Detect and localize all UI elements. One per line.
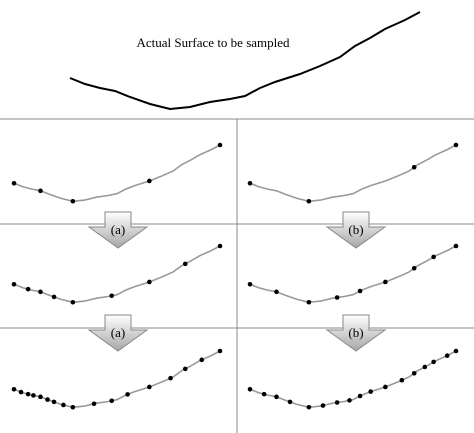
sample-point [383, 279, 388, 285]
sample-point [357, 288, 363, 294]
sample-point [70, 198, 76, 204]
sample-point [11, 180, 17, 186]
sampled-curve [13, 245, 221, 304]
sample-point [411, 370, 417, 376]
sample-point [182, 261, 188, 267]
sample-point [147, 178, 152, 184]
sample-point [274, 289, 279, 295]
sample-point [287, 399, 293, 405]
sample-point [70, 299, 76, 305]
sample-point [51, 294, 57, 300]
arrow: (a) [87, 314, 149, 352]
sample-point [38, 188, 43, 194]
arrow-label: (b) [348, 222, 363, 237]
sample-point [431, 254, 436, 260]
sample-point [261, 391, 267, 397]
sample-point [334, 400, 340, 405]
sampled-curve [249, 245, 457, 304]
panel-grid [0, 118, 474, 433]
arrow-shape [325, 314, 387, 352]
sampled-curve [13, 144, 221, 203]
arrow-shape [325, 211, 387, 249]
title: Actual Surface to be sampled [136, 35, 290, 50]
sample-point [274, 394, 279, 400]
sample-point [25, 286, 31, 292]
sample-point [11, 281, 17, 287]
sample-point [247, 180, 253, 186]
arrow-label: (b) [348, 325, 363, 340]
sample-point [61, 402, 66, 408]
sample-point [306, 299, 312, 305]
sample-point [31, 393, 36, 398]
sample-point [199, 357, 205, 363]
sample-point [147, 384, 152, 390]
sample-point [45, 397, 50, 402]
arrow: (b) [325, 314, 387, 352]
sample-point [383, 384, 388, 390]
sample-point [217, 142, 223, 148]
sample-point [11, 386, 17, 392]
sample-point [357, 393, 363, 399]
arrow-shape [87, 211, 149, 249]
arrow-label: (a) [111, 325, 125, 340]
sample-point [431, 359, 436, 365]
sample-point [306, 198, 312, 204]
sample-point [368, 389, 373, 394]
sample-point [320, 403, 326, 408]
sample-point [18, 389, 24, 395]
sample-point [168, 375, 173, 381]
sample-point [453, 142, 459, 148]
sample-point [453, 348, 459, 354]
arrow-shape [87, 314, 149, 352]
arrow: (b) [325, 211, 387, 249]
sample-point [334, 295, 340, 300]
sample-point [125, 392, 130, 397]
arrow: (a) [87, 211, 149, 249]
sample-point [38, 289, 43, 295]
sample-point [51, 399, 57, 405]
sample-point [347, 398, 352, 403]
sampled-curve [13, 350, 221, 409]
sample-point [91, 401, 97, 407]
sample-point [109, 398, 115, 404]
arrow-label: (a) [111, 222, 125, 237]
sample-point [247, 386, 253, 392]
sample-point [182, 366, 188, 372]
curves: (a) (b) (a) (b) [11, 11, 459, 410]
sample-point [38, 394, 43, 400]
sample-point [25, 391, 31, 397]
sample-point [422, 364, 428, 370]
sample-point [444, 353, 450, 358]
sample-point [453, 243, 459, 249]
sample-point [147, 279, 152, 285]
sample-point [399, 377, 405, 383]
sampled-curve [249, 350, 457, 409]
sample-point [109, 293, 115, 299]
sampled-curve [249, 144, 457, 203]
sample-point [306, 404, 312, 410]
sample-point [217, 348, 223, 354]
surface-curve [69, 11, 421, 111]
sample-point [247, 281, 253, 287]
sample-point [70, 404, 76, 410]
sample-point [411, 265, 417, 271]
sample-point [217, 243, 223, 249]
sample-point [411, 164, 417, 170]
